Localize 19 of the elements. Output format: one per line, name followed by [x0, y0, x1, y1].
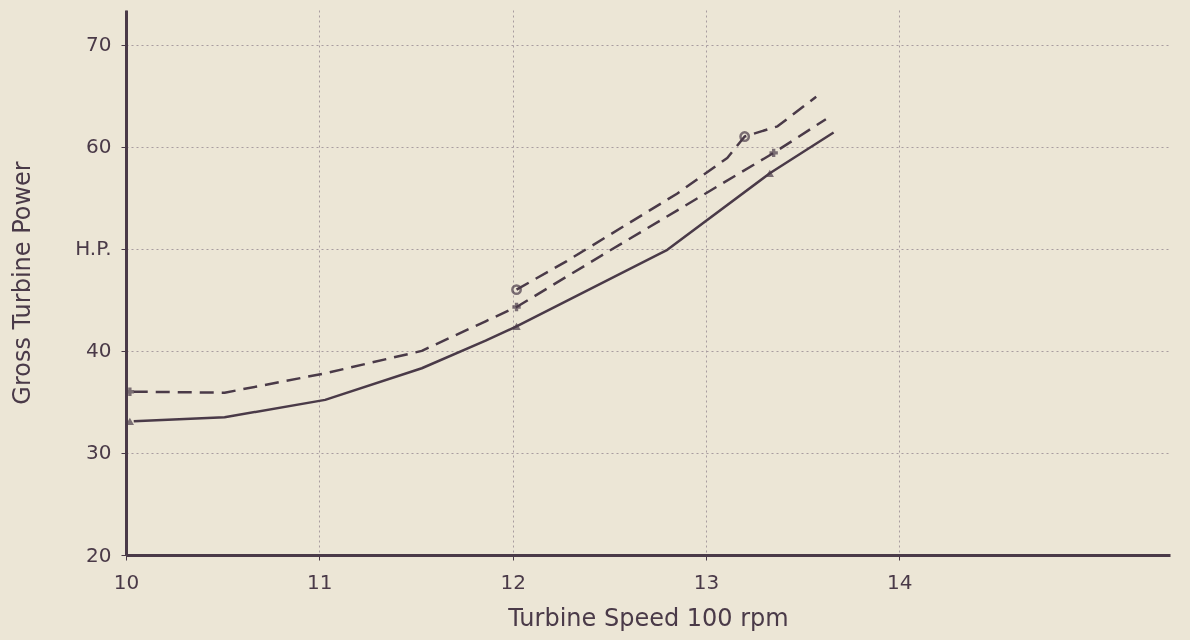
x-tick-label: 13 — [693, 569, 720, 594]
y-tick-label: 70 — [86, 32, 112, 57]
x-tick-label: 11 — [307, 569, 333, 594]
point — [739, 131, 751, 142]
y-tick-label: 20 — [86, 542, 112, 567]
point — [512, 322, 521, 331]
y-tick-label: 40 — [86, 338, 112, 363]
y-axis-title: Gross Turbine Power — [8, 161, 37, 405]
y-tick-label: 60 — [86, 134, 112, 159]
point — [769, 148, 778, 158]
y-tick-label: 30 — [86, 440, 112, 465]
x-tick-label: 12 — [500, 569, 526, 594]
x-tick-label: 14 — [887, 569, 913, 594]
line-series — [515, 95, 818, 291]
x-tick-label: 10 — [113, 569, 140, 594]
point — [511, 284, 522, 296]
x-axis-title: Turbine Speed 100 rpm — [507, 603, 789, 632]
y-tick-label: H.P. — [75, 236, 112, 261]
point — [512, 302, 521, 312]
